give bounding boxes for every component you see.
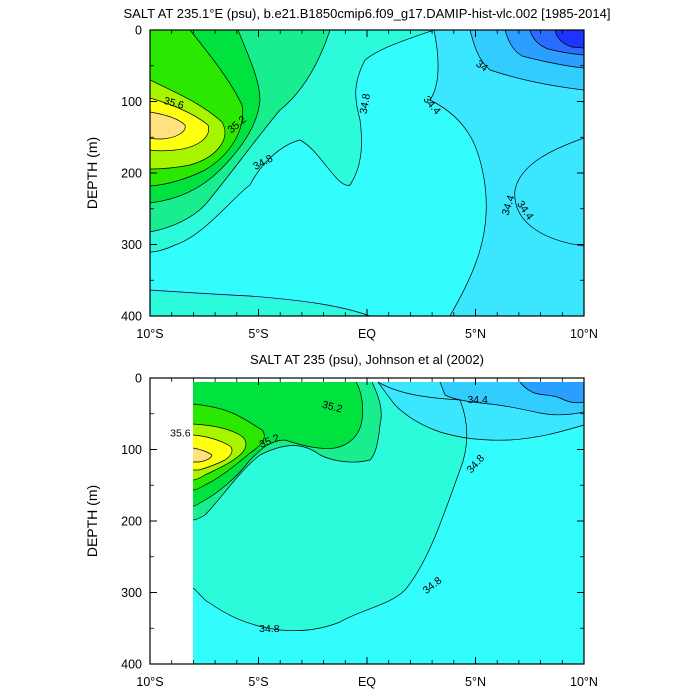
top-ytick-label: 200: [121, 167, 142, 181]
bottom-ytick-label: 200: [121, 515, 142, 529]
bottom-contour-label: 35.6: [170, 428, 191, 440]
top-axes: 10°S 5°S EQ 5°N 10°N 0 100 200 300 400: [121, 24, 598, 342]
bottom-ytick-label: 100: [121, 443, 142, 457]
top-ytick-label: 400: [121, 310, 142, 324]
top-ytick-label: 0: [135, 24, 142, 38]
bottom-fill-36-0: [193, 448, 212, 462]
bottom-contour-label: 34.8: [259, 623, 280, 635]
bottom-ylabel: DEPTH (m): [84, 485, 100, 557]
top-xtick-label: 5°N: [465, 327, 486, 341]
bottom-panel: SALT AT 235 (psu), Johnson et al (2002): [84, 352, 598, 689]
top-contour-fill: [150, 30, 584, 316]
bottom-ytick-label: 0: [135, 372, 142, 386]
bottom-ytick-label: 400: [121, 658, 142, 672]
top-ytick-label: 300: [121, 238, 142, 252]
bottom-title: SALT AT 235 (psu), Johnson et al (2002): [250, 352, 484, 367]
bottom-fill-34-0: [520, 382, 584, 403]
top-title: SALT AT 235.1°E (psu), b.e21.B1850cmip6.…: [124, 6, 611, 21]
top-xtick-label: EQ: [358, 327, 376, 341]
top-contour-label: 35.6: [162, 95, 185, 112]
top-fill-34-4-dome: [514, 138, 584, 246]
bottom-xtick-label: 5°N: [465, 675, 486, 689]
bottom-xtick-label: 5°S: [248, 675, 268, 689]
bottom-axes: 10°S 5°S EQ 5°N 10°N 0 100 200 300 400: [121, 372, 598, 690]
bottom-contour-label: 34.4: [467, 394, 488, 406]
top-xtick-label: 10°S: [136, 327, 163, 341]
bottom-contour-lines: [192, 381, 584, 632]
bottom-xtick-label: 10°S: [136, 675, 163, 689]
top-contour-label: 34.8: [358, 92, 373, 114]
bottom-contour-label: 35.2: [321, 399, 344, 416]
top-fill-33-6: [555, 30, 584, 48]
top-panel: SALT AT 235.1°E (psu), b.e21.B1850cmip6.…: [84, 6, 610, 341]
bottom-fill-35-2: [193, 382, 363, 506]
top-fill-34-4-north: [430, 30, 584, 316]
top-xtick-label: 10°N: [570, 327, 598, 341]
bottom-xtick-label: 10°N: [570, 675, 598, 689]
top-contour-lines: [150, 30, 584, 316]
top-fill-36-0: [150, 112, 186, 139]
bottom-contour-fill: [150, 378, 584, 664]
top-fill-34-8-deep: [150, 292, 368, 316]
top-xtick-label: 5°S: [248, 327, 268, 341]
top-ylabel: DEPTH (m): [84, 137, 100, 209]
top-ytick-label: 100: [121, 95, 142, 109]
bottom-xtick-label: EQ: [358, 675, 376, 689]
bottom-ytick-label: 300: [121, 586, 142, 600]
